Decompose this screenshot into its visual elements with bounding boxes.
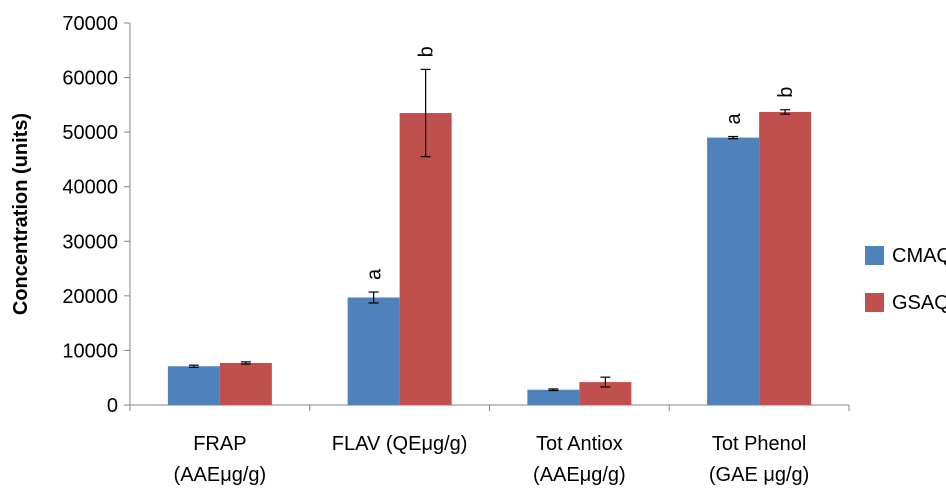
legend-label-cmaq: CMAQ [892,245,946,267]
x-category-label: FLAV (QEμg/g) [332,433,468,455]
x-category-label-line: (AAEμg/g) [174,464,267,486]
error-bar [368,291,379,304]
error-bar [600,376,611,388]
y-tick-label: 20000 [62,286,118,308]
x-category-label-line: Tot Antiox [536,433,623,455]
x-category-label: FRAP (AAEμg/g) [174,433,267,486]
x-category-label-line: FRAP [193,433,246,455]
y-tick-label: 70000 [62,13,118,35]
legend-swatch-cmaq [865,246,884,265]
bar-cmaq-3 [707,137,760,405]
x-category-label: Tot Phenol (GAE μg/g) [709,433,809,486]
bar-cmaq-2 [527,389,580,405]
error-bar [240,361,251,365]
bar-cmaq-1 [347,297,400,405]
y-tick-label: 60000 [62,68,118,90]
y-tick-label: 40000 [62,177,118,199]
legend-swatch-gsaq [865,293,884,312]
x-category-label-line: (AAEμg/g) [533,464,626,486]
legend-label-gsaq: GSAQ [892,292,946,314]
bars: a a b b [167,46,812,406]
error-bar [780,109,791,115]
y-tick-label: 50000 [62,122,118,144]
x-category-label-line: Tot Phenol [712,433,807,455]
error-bar [188,364,199,368]
y-axis-title: Concentration (units) [10,113,32,315]
x-category-label-line: FLAV (QEμg/g) [332,433,468,455]
y-tick-label: 10000 [62,340,118,362]
y-tick-label: 0 [107,395,118,417]
significance-label: a [723,113,745,125]
x-category-label: Tot Antiox (AAEμg/g) [533,433,626,486]
bar-gsaq-0 [219,362,272,405]
error-bar [420,68,431,158]
legend: CMAQ GSAQ [865,245,946,314]
significance-label: a [364,268,386,280]
significance-label: b [775,87,797,98]
bar-cmaq-0 [167,366,220,405]
x-axis: FRAP (AAEμg/g) FLAV (QEμg/g) Tot Antiox (AAE… [129,404,850,486]
bar-gsaq-3 [759,111,812,406]
error-bar [728,135,739,140]
bar-gsaq-2 [579,382,632,405]
y-tick-label: 30000 [62,231,118,253]
x-category-label-line: (GAE μg/g) [709,464,809,486]
error-bar [548,388,559,392]
significance-label: b [416,46,438,57]
y-axis: 0 10000 20000 30000 40000 50000 60000 70000 [62,13,131,417]
bar-gsaq-1 [399,113,452,406]
